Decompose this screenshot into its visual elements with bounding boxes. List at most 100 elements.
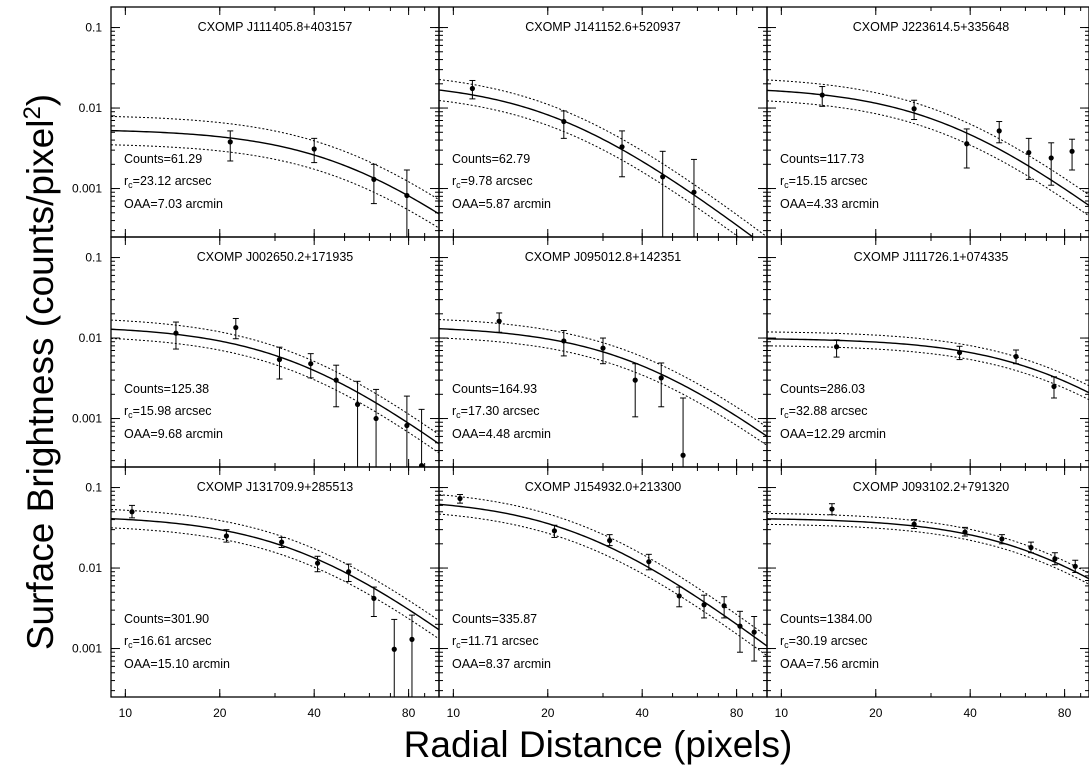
data-point	[172, 321, 179, 350]
data-marker	[607, 537, 613, 544]
core-radius-subscript: c	[784, 640, 789, 650]
model-curves	[439, 79, 767, 237]
data-point	[911, 519, 918, 529]
data-marker	[373, 415, 379, 422]
y-axis-label-sup: 2	[19, 106, 46, 119]
y-tick-label: 0.001	[72, 182, 102, 196]
data-marker	[279, 539, 285, 545]
data-point	[606, 534, 613, 547]
data-marker	[721, 603, 727, 609]
data-point	[645, 553, 652, 571]
lower-confidence-curve	[111, 337, 439, 454]
data-marker	[418, 463, 425, 467]
counts-label: Counts=125.38	[124, 382, 209, 396]
data-point	[632, 363, 639, 418]
panel-8: 10 20 40 80 CXOMP J154932.0+213300 Counts=335…	[438, 466, 768, 720]
data-point	[418, 408, 425, 467]
data-point	[619, 130, 626, 178]
model-fit-curve	[439, 503, 767, 647]
model-fit-curve	[767, 518, 1089, 580]
core-radius-value: =30.19 arcsec	[789, 634, 868, 648]
core-radius-value: =15.98 arcsec	[133, 404, 212, 418]
core-radius-subscript: c	[128, 410, 133, 420]
data-marker	[404, 192, 410, 199]
y-tick-label: 0.1	[85, 21, 102, 35]
data-marker	[404, 422, 410, 429]
data-marker	[999, 536, 1005, 542]
data-point	[721, 596, 728, 619]
data-point	[408, 614, 415, 697]
data-marker	[676, 593, 682, 599]
data-point	[1050, 376, 1057, 399]
panel-title: CXOMP J111726.1+074335	[854, 250, 1009, 264]
data-marker	[496, 318, 502, 324]
core-radius-label: rc=9.78 arcsec	[452, 174, 533, 190]
data-marker	[1069, 148, 1075, 154]
lower-confidence-curve	[111, 144, 439, 229]
core-radius-label: rc=16.61 arcsec	[124, 634, 212, 650]
core-radius-prefix: r	[780, 404, 784, 418]
y-tick-label: 0.01	[79, 561, 103, 575]
data-point	[680, 397, 687, 467]
x-axis-label: Radial Distance (pixels)	[404, 724, 793, 765]
off-axis-angle-label: OAA=9.68 arcmin	[124, 427, 223, 441]
core-radius-prefix: r	[124, 174, 128, 188]
core-radius-prefix: r	[780, 174, 784, 188]
core-radius-subscript: c	[784, 180, 789, 190]
x-tick-label: 10	[447, 706, 461, 720]
off-axis-angle-label: OAA=12.29 arcmin	[780, 427, 886, 441]
y-tick-label: 0.001	[72, 642, 102, 656]
data-point	[1013, 349, 1020, 365]
x-tick-label: 20	[541, 706, 555, 720]
data-marker	[911, 521, 917, 527]
upper-confidence-curve	[111, 115, 439, 201]
data-marker	[129, 509, 135, 515]
model-curves	[767, 331, 1089, 401]
panel-title: CXOMP J095012.8+142351	[525, 250, 682, 264]
core-radius-prefix: r	[452, 634, 456, 648]
data-point	[456, 493, 463, 504]
panel-title: CXOMP J141152.6+520937	[525, 20, 681, 34]
counts-label: Counts=164.93	[452, 382, 537, 396]
data-point	[391, 618, 398, 697]
data-marker	[1051, 383, 1057, 390]
data-point	[345, 563, 352, 583]
data-point	[600, 337, 606, 365]
off-axis-angle-label: OAA=4.33 arcmin	[780, 197, 879, 211]
core-radius-subscript: c	[128, 640, 133, 650]
core-radius-label: rc=15.98 arcsec	[124, 404, 212, 420]
y-tick-label: 0.1	[85, 481, 102, 495]
y-tick-label: 0.1	[85, 251, 102, 265]
upper-confidence-curve	[439, 79, 767, 237]
core-radius-value: =32.88 arcsec	[789, 404, 868, 418]
data-marker	[561, 338, 567, 344]
data-point	[1027, 541, 1034, 554]
data-point	[314, 555, 321, 573]
data-point	[223, 529, 230, 543]
model-fit-curve	[439, 89, 755, 237]
data-marker	[600, 345, 606, 351]
data-point	[560, 330, 567, 357]
data-point	[276, 346, 283, 380]
data-marker	[1013, 353, 1019, 360]
data-point	[956, 345, 963, 361]
x-tick-label: 40	[636, 706, 650, 720]
off-axis-angle-label: OAA=8.37 arcmin	[452, 657, 551, 671]
core-radius-label: rc=15.15 arcsec	[780, 174, 868, 190]
data-marker	[956, 349, 963, 356]
data-point	[828, 503, 835, 516]
upper-confidence-curve	[111, 319, 439, 436]
data-point	[307, 353, 314, 379]
data-marker	[173, 330, 179, 336]
core-radius-subscript: c	[128, 180, 133, 190]
x-tick-label: 10	[775, 706, 789, 720]
panel-1: 0.001 0.01 0.1 CXOMP J111405.8+403157 Counts…	[72, 6, 440, 238]
model-curves	[111, 317, 439, 467]
data-point	[690, 158, 697, 237]
data-point	[370, 586, 377, 618]
x-tick-label: 10	[119, 706, 133, 720]
panel-title: CXOMP J131709.9+285513	[197, 480, 354, 494]
core-radius-label: rc=11.71 arcsec	[452, 634, 539, 650]
counts-label: Counts=61.29	[124, 152, 202, 166]
